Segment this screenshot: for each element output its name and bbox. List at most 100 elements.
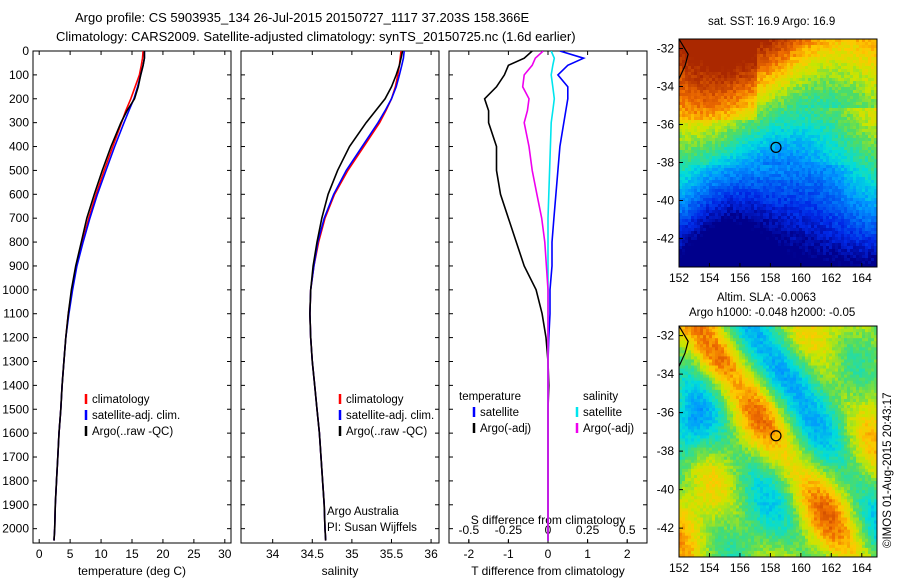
map-cell [772,87,776,91]
map-cell [820,171,824,175]
map-cell [703,63,707,67]
map-cell [823,54,827,58]
map-cell [754,168,758,172]
map-cell [685,168,689,172]
map-cell [832,153,836,157]
map-cell [844,231,848,235]
map-cell [838,63,842,67]
map-cell [829,207,833,211]
map-cell [820,240,824,244]
map-cell [778,132,782,136]
map-cell [763,75,767,79]
map-cell [787,72,791,76]
map-cell [850,246,854,250]
map-cell [697,249,701,253]
map-cell [820,162,824,166]
map-cell [763,129,767,133]
map-cell [832,210,836,214]
map-cell [724,180,728,184]
map-cell [772,39,776,43]
map-cell [688,96,692,100]
map-cell [814,252,818,256]
map-cell [865,60,869,64]
map-cell [829,129,833,133]
map-cell [715,198,719,202]
map-cell [838,72,842,76]
map-cell [685,93,689,97]
map-cell [817,213,821,217]
map-cell [853,45,857,49]
map-cell [826,153,830,157]
map-cell [685,39,689,43]
map-cell [718,243,722,247]
map-cell [820,261,824,265]
map-cell [781,99,785,103]
map-cell [793,210,797,214]
map-cell [835,96,839,100]
map-cell [787,123,791,127]
map-cell [736,123,740,127]
map-cell [835,111,839,115]
map-cell [847,114,851,118]
map-cell [772,243,776,247]
map-cell [805,192,809,196]
map-cell [838,123,842,127]
map-cell [751,192,755,196]
y-tick-label: 0 [22,44,29,58]
map-cell [769,138,773,142]
map-cell [784,69,788,73]
map-cell [781,177,785,181]
map-cell [709,195,713,199]
map-cell [835,90,839,94]
map-cell [805,168,809,172]
map-cell [796,228,800,232]
map-cell [856,132,860,136]
map-cell [829,225,833,229]
map-cell [850,198,854,202]
map-cell [730,153,734,157]
map-cell [856,99,860,103]
map-cell [712,264,716,267]
map-cell [742,141,746,145]
map-cell [841,258,845,262]
map-cell [808,198,812,202]
map-cell [838,225,842,229]
map-cell [760,102,764,106]
map-cell [823,45,827,49]
map-cell [736,261,740,265]
map-cell [808,153,812,157]
map-cell [697,87,701,91]
map-cell [814,240,818,244]
map-cell [730,243,734,247]
map-cell [745,222,749,226]
map-cell [808,219,812,223]
map-cell [697,201,701,205]
map-cell [736,207,740,211]
map-cell [697,66,701,70]
map-cell [691,123,695,127]
map-cell [790,252,794,256]
map-cell [793,195,797,199]
map-cell [808,63,812,67]
map-cell [859,96,863,100]
map-cell [859,126,863,130]
map-cell [796,234,800,238]
map-cell [685,180,689,184]
map-cell [745,228,749,232]
map-cell [679,249,683,253]
map-cell [841,198,845,202]
map-cell [790,147,794,151]
map-cell [862,198,866,202]
map-cell [808,228,812,232]
map-cell [832,183,836,187]
map-cell [805,63,809,67]
map-cell [853,225,857,229]
map-cell [748,75,752,79]
map-cell [790,141,794,145]
map-cell [787,135,791,139]
map-cell [769,99,773,103]
map-cell [802,219,806,223]
map-cell [706,159,710,163]
map-cell [757,201,761,205]
map-cell [847,87,851,91]
